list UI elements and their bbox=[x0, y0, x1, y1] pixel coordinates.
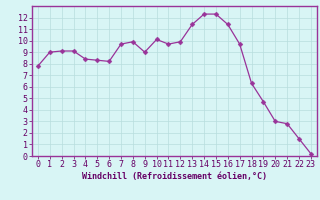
X-axis label: Windchill (Refroidissement éolien,°C): Windchill (Refroidissement éolien,°C) bbox=[82, 172, 267, 181]
